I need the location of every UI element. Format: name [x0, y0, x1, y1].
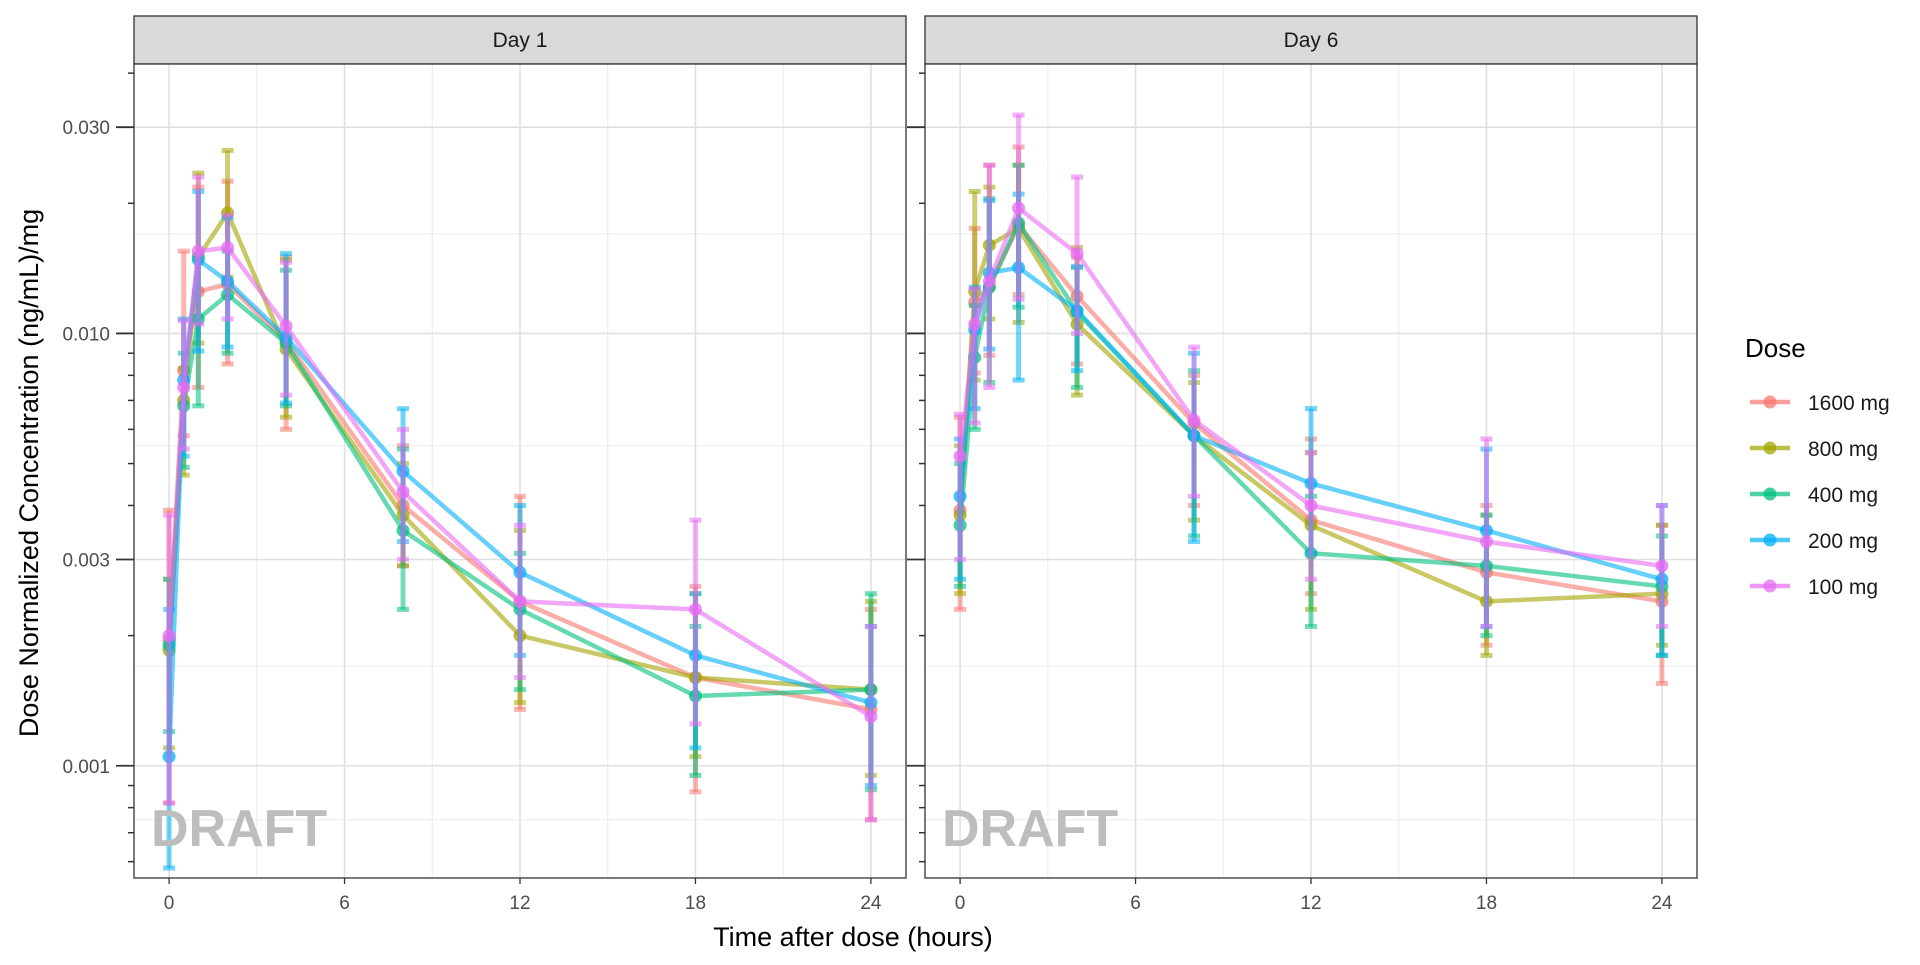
legend-key-point [1763, 579, 1777, 593]
data-point [1012, 201, 1026, 215]
x-tick-label: 0 [164, 893, 175, 914]
data-point [1304, 498, 1318, 512]
y-tick-label: 0.001 [62, 757, 110, 778]
error-bar [689, 517, 702, 727]
facet-strip [133, 15, 907, 65]
legend-key-point [1763, 441, 1777, 455]
legend-item: 800 mg [1750, 438, 1878, 461]
x-axis-title: Time after dose (hours) [713, 922, 993, 952]
x-tick-label: 24 [860, 893, 882, 914]
error-bar [221, 212, 234, 322]
legend-label: 800 mg [1808, 438, 1878, 461]
x-tick-label: 6 [339, 893, 350, 914]
data-point [279, 319, 293, 333]
x-tick-label: 6 [1130, 893, 1141, 914]
series-100-mg [162, 174, 878, 823]
legend-label: 200 mg [1808, 530, 1878, 553]
data-point [953, 449, 967, 463]
error-bar [163, 512, 176, 806]
data-point [513, 594, 527, 608]
data-point [968, 317, 982, 331]
draft-watermark: DRAFT [151, 800, 327, 858]
legend-item: 1600 mg [1750, 392, 1890, 415]
data-point [162, 629, 176, 643]
x-tick-label: 18 [1476, 893, 1497, 914]
x-tick-label: 0 [955, 893, 966, 914]
data-point [1655, 559, 1669, 573]
x-tick-label: 24 [1651, 893, 1673, 914]
draft-watermark: DRAFT [942, 800, 1118, 858]
legend-label: 100 mg [1808, 576, 1878, 599]
data-point [221, 241, 235, 255]
legend-label: 1600 mg [1808, 392, 1890, 415]
legend: Dose 1600 mg 800 mg 400 mg 200 mg 100 mg [1745, 333, 1890, 599]
y-axis-title: Dose Normalized Concentration (ng/mL)/mg [14, 209, 44, 737]
legend-item: 400 mg [1750, 484, 1878, 507]
error-bar [864, 623, 877, 823]
data-point [1187, 413, 1201, 427]
error-bar [968, 286, 981, 426]
data-point [191, 244, 205, 258]
data-point [1479, 535, 1493, 549]
error-bar [1305, 450, 1317, 582]
data-point [177, 380, 191, 394]
legend-key-point [1763, 533, 1777, 547]
y-tick-label: 0.030 [62, 118, 110, 139]
x-tick-label: 12 [509, 893, 530, 914]
error-bar [1480, 436, 1493, 629]
x-tick-label: 12 [1300, 893, 1321, 914]
y-tick-label: 0.010 [62, 324, 110, 345]
data-point [864, 709, 878, 723]
series-100-mg [953, 112, 1669, 629]
data-point [688, 602, 702, 616]
legend-label: 400 mg [1808, 484, 1878, 507]
facet-panel-1: Day 1 DRAFT 0 6 12 18 24 0.030 0.010 0.003 0.001 [62, 15, 907, 914]
facet-strip-label: Day 1 [493, 29, 548, 52]
legend-item: 100 mg [1750, 576, 1878, 599]
data-point [396, 485, 410, 499]
legend-title: Dose [1745, 333, 1806, 363]
legend-item: 200 mg [1750, 530, 1878, 553]
legend-key-point [1763, 487, 1777, 501]
legend-key-point [1763, 395, 1777, 409]
y-tick-label: 0.003 [62, 550, 110, 571]
data-point [982, 274, 996, 288]
facet-strip-label: Day 6 [1284, 29, 1339, 52]
data-point [1070, 247, 1084, 261]
facet-panel-2: Day 6 DRAFT 0 6 12 18 24 [907, 15, 1698, 914]
x-tick-label: 18 [685, 893, 706, 914]
